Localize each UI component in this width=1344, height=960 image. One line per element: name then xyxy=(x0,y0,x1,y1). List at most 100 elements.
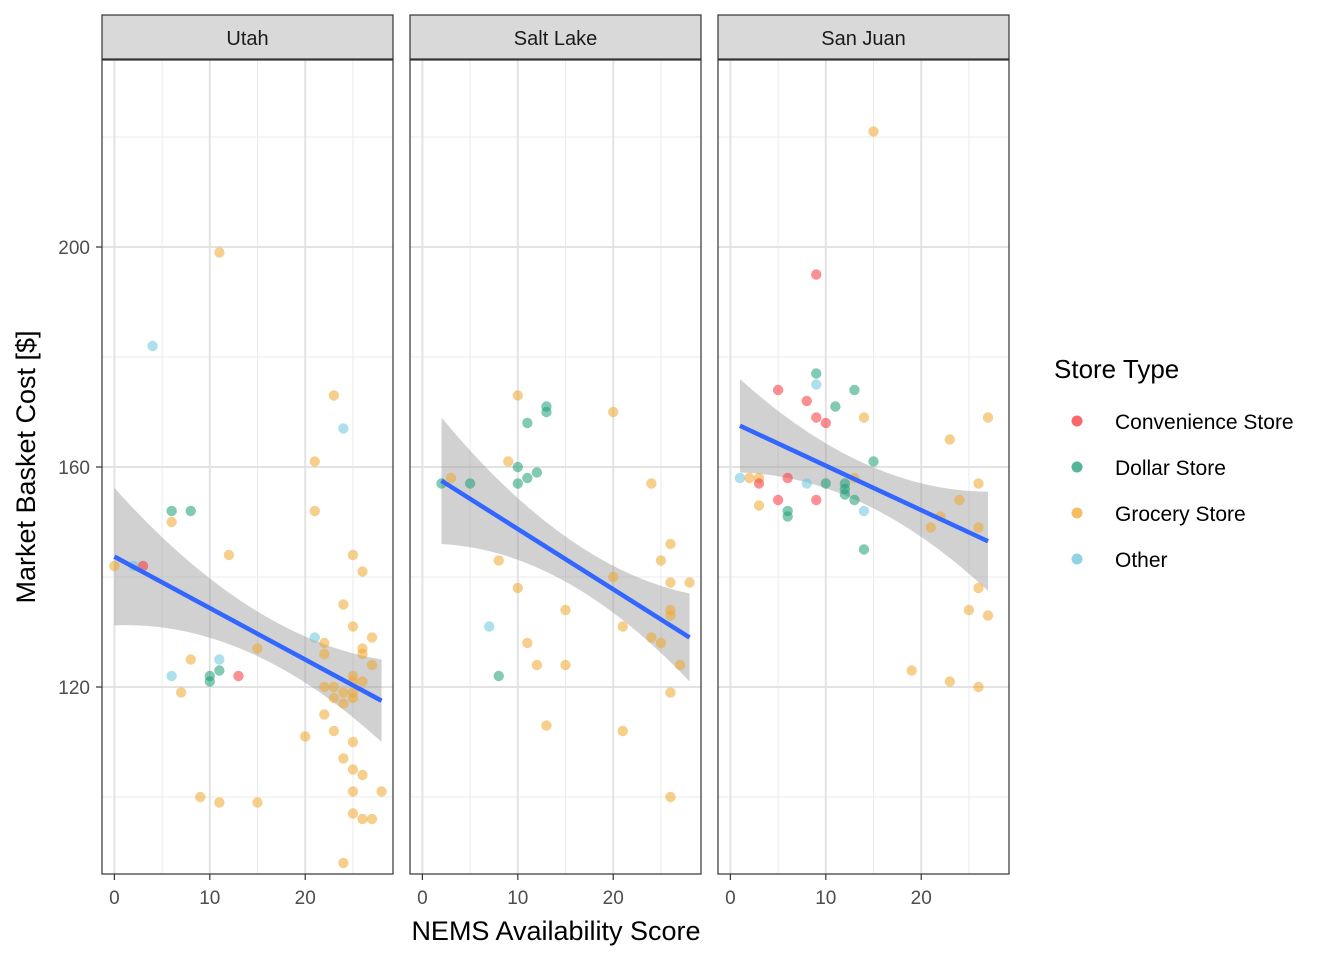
facet-strip-label: Salt Lake xyxy=(514,28,597,50)
data-point xyxy=(166,670,177,682)
data-point xyxy=(982,412,994,423)
data-point xyxy=(782,472,793,484)
data-point xyxy=(214,247,225,258)
facet-strip-label: Utah xyxy=(226,28,268,50)
data-point xyxy=(734,472,746,484)
data-point xyxy=(531,467,543,478)
data-point xyxy=(357,676,368,687)
confidence-band xyxy=(114,487,382,742)
data-point xyxy=(214,665,225,676)
data-point xyxy=(328,681,340,693)
legend-title: Store Type xyxy=(1054,354,1179,384)
data-point xyxy=(522,417,533,429)
data-point xyxy=(328,725,340,737)
x-tick-label: 0 xyxy=(725,888,736,909)
data-point xyxy=(233,670,244,682)
data-point xyxy=(839,489,851,500)
data-point xyxy=(531,659,543,671)
data-point xyxy=(925,522,936,533)
data-point xyxy=(655,555,667,566)
data-point xyxy=(319,681,330,693)
x-axis-title: NEMS Availability Score xyxy=(411,916,700,946)
data-point xyxy=(338,687,349,698)
data-point xyxy=(830,401,841,412)
data-point xyxy=(347,621,359,632)
data-point xyxy=(858,505,870,517)
x-tick-label: 20 xyxy=(603,888,624,909)
facet-strip xyxy=(717,14,1010,60)
data-point xyxy=(319,709,330,720)
data-point xyxy=(347,736,359,748)
x-tick-label: 10 xyxy=(199,888,220,909)
data-point xyxy=(185,505,196,517)
legend-label: Convenience Store xyxy=(1115,411,1294,434)
data-point xyxy=(522,472,533,484)
data-point xyxy=(366,659,378,671)
legend-key xyxy=(1071,461,1083,473)
data-point xyxy=(801,478,812,489)
legend-key xyxy=(1071,553,1083,565)
y-axis-title: Market Basket Cost [$] xyxy=(11,330,41,603)
data-point xyxy=(674,659,686,671)
x-tick-label: 0 xyxy=(417,888,428,909)
data-point xyxy=(166,516,177,528)
data-point xyxy=(147,340,158,352)
data-point xyxy=(665,577,676,588)
y-tick-label: 200 xyxy=(58,238,90,259)
data-point xyxy=(944,434,956,445)
data-point xyxy=(811,494,822,506)
data-point xyxy=(338,423,349,434)
data-point xyxy=(665,538,676,550)
data-point xyxy=(560,604,571,616)
data-point xyxy=(665,610,676,621)
trend-line xyxy=(440,478,691,640)
data-point xyxy=(175,687,187,698)
data-point xyxy=(858,412,870,423)
data-point xyxy=(811,269,822,280)
data-point xyxy=(338,599,349,610)
x-tick-label: 0 xyxy=(109,888,120,909)
data-point xyxy=(849,384,860,396)
data-point xyxy=(973,582,984,594)
data-point xyxy=(357,566,368,577)
data-point xyxy=(617,725,628,737)
data-point xyxy=(811,379,822,390)
data-point xyxy=(223,549,235,561)
data-point xyxy=(801,395,812,407)
data-point xyxy=(973,522,984,533)
data-point xyxy=(347,764,359,775)
data-point xyxy=(868,456,879,467)
facet-panel: Utah 0 10 20 xyxy=(101,14,394,909)
data-point xyxy=(608,571,619,583)
data-point xyxy=(541,720,552,731)
trend-line xyxy=(113,554,383,703)
panel-border xyxy=(409,59,702,875)
data-point xyxy=(328,692,340,704)
data-point xyxy=(646,632,657,643)
data-point xyxy=(753,478,765,489)
data-point xyxy=(512,390,524,401)
data-point xyxy=(319,637,330,649)
data-point xyxy=(338,698,349,709)
x-tick-label: 10 xyxy=(507,888,528,909)
data-point xyxy=(493,555,504,566)
y-axis: 120 160 200 xyxy=(58,238,102,699)
legend-key xyxy=(1071,415,1083,427)
data-point xyxy=(811,412,822,423)
data-point xyxy=(811,368,822,379)
data-point xyxy=(684,577,695,588)
facet-strip xyxy=(101,14,394,60)
data-point xyxy=(541,406,552,418)
legend: Store Type Convenience Store Dollar Store… xyxy=(1054,354,1294,572)
facet-strip-label: San Juan xyxy=(821,28,906,50)
data-point xyxy=(973,681,984,693)
data-point xyxy=(617,621,628,632)
data-point xyxy=(954,494,965,506)
data-point xyxy=(357,813,368,825)
legend-key xyxy=(1071,507,1083,519)
data-point xyxy=(512,461,524,473)
data-point xyxy=(655,637,667,649)
data-point xyxy=(782,511,793,522)
data-point xyxy=(309,632,320,643)
